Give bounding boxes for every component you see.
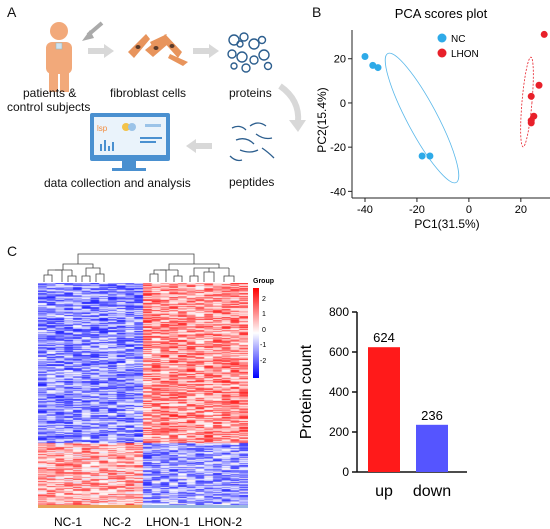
pca-y-tick-label: -20 bbox=[330, 142, 346, 154]
group-bar-nc bbox=[38, 505, 142, 508]
analysis-label: data collection and analysis bbox=[44, 176, 191, 190]
bar-y-tick-label: 600 bbox=[329, 345, 349, 359]
pca-x-tick-label: -40 bbox=[357, 204, 373, 216]
pca-point-nc bbox=[418, 152, 426, 160]
sample-arrow-icon bbox=[82, 21, 104, 41]
lhon-confidence-ellipse bbox=[520, 56, 534, 148]
svg-text:lsp: lsp bbox=[97, 124, 108, 133]
panel-letter-c: C bbox=[7, 243, 18, 259]
bar-value-label-down: 236 bbox=[421, 408, 443, 423]
patients-label: patients & bbox=[23, 86, 77, 100]
pca-point-nc bbox=[361, 53, 369, 61]
bar-y-tick-label: 0 bbox=[342, 465, 349, 479]
bar-up bbox=[368, 347, 400, 472]
protein-count-chart: 0 200 400 600 800 624 up 236 down Protein count bbox=[298, 305, 467, 500]
curved-arrow-icon bbox=[278, 83, 306, 132]
group-label-lhon2: LHON-2 bbox=[198, 515, 242, 529]
group-annotation: NC-1 NC-2 LHON-1 LHON-2 bbox=[38, 505, 248, 529]
bar-y-ticks: 0 200 400 600 800 bbox=[329, 305, 357, 479]
nc-confidence-ellipse bbox=[384, 52, 460, 184]
patient-icon bbox=[46, 22, 72, 92]
column-dendrogram bbox=[43, 253, 235, 282]
bar-marks: 624 up 236 down bbox=[368, 330, 451, 500]
legend-gradient-bar bbox=[253, 288, 259, 378]
pca-y-tick-label: 0 bbox=[340, 98, 346, 110]
bar-y-tick-label: 200 bbox=[329, 425, 349, 439]
bar-down bbox=[416, 424, 448, 472]
heatmap-color-legend: Group 2 1 0 -1 -2 bbox=[253, 278, 274, 378]
legend-tick: 0 bbox=[262, 327, 266, 334]
pca-points bbox=[361, 30, 548, 160]
bar-y-label: Protein count bbox=[298, 344, 315, 439]
pca-point-nc bbox=[374, 64, 382, 72]
pca-point-lhon bbox=[527, 119, 535, 127]
legend-lhon-swatch bbox=[437, 48, 447, 58]
pca-x-tick-label: 0 bbox=[466, 204, 472, 216]
arrow-to-fibroblast-icon bbox=[88, 44, 114, 58]
heatmap-grid bbox=[38, 283, 248, 505]
legend-tick: -2 bbox=[260, 358, 266, 365]
pca-chart: PCA scores plot -40 -20 0 20 20 0 -20 -40 NC LH… bbox=[315, 6, 550, 231]
pca-y-tick-label: -40 bbox=[330, 186, 346, 198]
group-label-nc1: NC-1 bbox=[54, 515, 82, 529]
peptides-icon bbox=[229, 122, 275, 162]
legend-tick: 1 bbox=[262, 311, 266, 318]
pca-point-lhon bbox=[540, 30, 548, 38]
arrow-to-proteins-icon bbox=[193, 44, 219, 58]
group-label-nc2: NC-2 bbox=[103, 515, 131, 529]
pca-title: PCA scores plot bbox=[395, 6, 488, 21]
pca-y-label: PC2(15.4%) bbox=[315, 87, 329, 152]
bar-y-tick-label: 800 bbox=[329, 305, 349, 319]
pca-y-tick-label: 20 bbox=[334, 54, 346, 66]
pca-point-nc bbox=[426, 152, 434, 160]
fibroblast-label: fibroblast cells bbox=[110, 86, 187, 100]
control-subjects-label: control subjects bbox=[7, 100, 91, 114]
workflow-diagram: lsp bbox=[46, 21, 306, 171]
bar-category-label-down: down bbox=[413, 483, 451, 500]
pca-ticks: -40 -20 0 20 20 0 -20 -40 bbox=[330, 54, 527, 216]
legend-lhon-label: LHON bbox=[451, 49, 479, 60]
bar-category-label-up: up bbox=[375, 483, 393, 500]
bar-value-label-up: 624 bbox=[373, 330, 395, 345]
pca-point-lhon bbox=[527, 92, 535, 100]
peptides-label: peptides bbox=[229, 175, 275, 189]
fibroblast-cells-icon bbox=[128, 34, 188, 66]
pca-x-label: PC1(31.5%) bbox=[414, 217, 479, 231]
panel-letter-b: B bbox=[312, 4, 322, 20]
legend-tick: 2 bbox=[262, 296, 266, 303]
group-bar-lhon bbox=[142, 505, 248, 508]
pca-x-tick-label: -20 bbox=[409, 204, 425, 216]
group-label-lhon1: LHON-1 bbox=[146, 515, 190, 529]
legend-nc-swatch bbox=[437, 33, 447, 43]
legend-nc-label: NC bbox=[451, 34, 465, 45]
panel-letter-a: A bbox=[7, 4, 17, 20]
proteins-label: proteins bbox=[229, 86, 272, 100]
proteins-icon bbox=[227, 32, 273, 73]
legend-title: Group bbox=[253, 278, 274, 285]
legend-tick: -1 bbox=[260, 342, 266, 349]
pca-x-tick-label: 20 bbox=[515, 204, 527, 216]
arrow-to-analysis-icon bbox=[186, 139, 212, 153]
pca-point-lhon bbox=[535, 81, 543, 89]
bar-y-tick-label: 400 bbox=[329, 385, 349, 399]
monitor-icon: lsp bbox=[90, 113, 170, 171]
